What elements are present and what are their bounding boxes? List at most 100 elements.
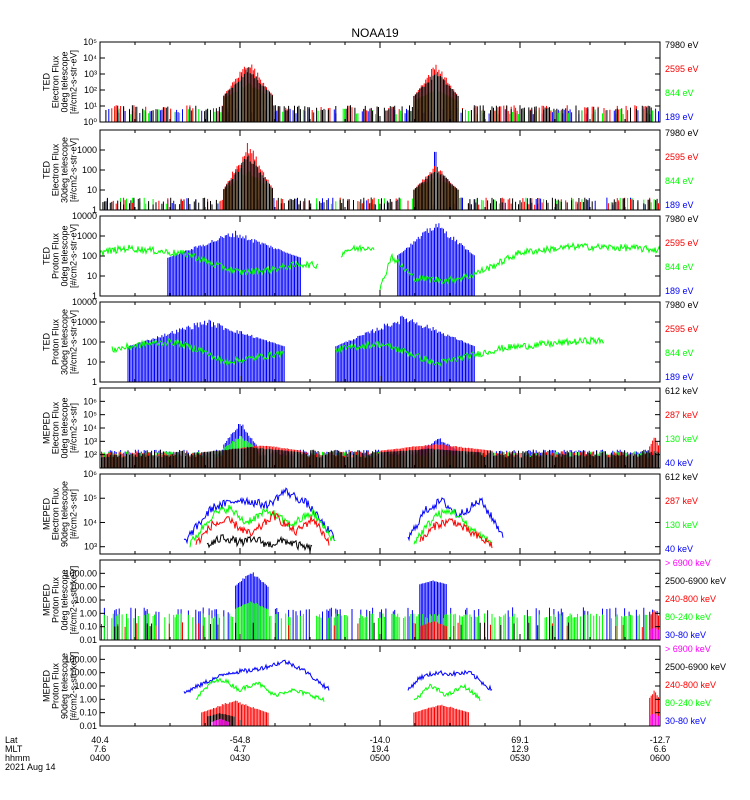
footer-value: 0430 xyxy=(230,753,250,763)
legend-entry: 287 keV xyxy=(665,410,698,420)
y-tick-label: 1 xyxy=(92,291,97,301)
panel-data xyxy=(100,223,660,296)
y-tick-label: 1000 xyxy=(77,317,97,327)
y-axis-label: MEPEDProton Flux0deg telescope[#/cm2-s-s… xyxy=(42,566,79,635)
y-tick-label: 0.10 xyxy=(79,622,97,632)
series--6900-kev xyxy=(211,713,659,726)
footer-row-label: Lat xyxy=(5,735,18,745)
legend-entry: 240-800 keV xyxy=(665,680,716,690)
y-axis-label-line: Electron Flux xyxy=(51,401,61,454)
y-axis-label-line: TED xyxy=(42,72,52,91)
legend-entry: 80-240 keV xyxy=(665,698,711,708)
legend-entry: > 6900 keV xyxy=(665,644,711,654)
legend-entry: 2500-6900 keV xyxy=(665,662,726,672)
y-tick-label: 10.00 xyxy=(74,595,97,605)
y-axis-label-line: MEPED xyxy=(42,670,52,703)
y-tick-label: 1000 xyxy=(77,231,97,241)
footer-value: -54.8 xyxy=(230,735,251,745)
footer-value: 12.9 xyxy=(511,744,529,754)
y-axis-label-line: 0deg telescope xyxy=(60,569,70,630)
legend-entry: 189 eV xyxy=(665,200,694,210)
y-axis-label-line: TED xyxy=(42,332,52,351)
y-axis-label-line: [#/cm2-s-str-eV] xyxy=(69,224,79,288)
y-tick-label: 10³ xyxy=(84,69,97,79)
y-tick-label: 100.00 xyxy=(69,582,97,592)
y-axis-label-line: [#/cm2-s-str-keV] xyxy=(69,652,79,721)
y-axis-label: TEDProton Flux30deg telescope[#/cm2-s-st… xyxy=(42,309,79,375)
y-axis-label-line: 30deg telescope xyxy=(60,309,70,375)
series-844-ev xyxy=(111,336,605,367)
legend-entry: 189 eV xyxy=(665,372,694,382)
panel-6: 10³ 10⁴ 10⁵ 10⁶ MEPEDElectron Flux90deg tele… xyxy=(42,469,698,555)
legend-entry: 612 keV xyxy=(665,386,698,396)
y-tick-label: 10 xyxy=(87,185,97,195)
chart-title: NOAA19 xyxy=(351,26,399,40)
legend-entry: 40 keV xyxy=(665,458,693,468)
legend-entry: 7980 eV xyxy=(665,300,699,310)
y-axis-label-line: 0deg telescope xyxy=(60,397,70,458)
legend-entry: 287 keV xyxy=(665,496,698,506)
legend-entry: 189 eV xyxy=(665,112,694,122)
y-tick-label: 10⁵ xyxy=(83,493,97,503)
y-axis-label: MEPEDElectron Flux0deg telescope[#/cm2-s… xyxy=(42,397,79,458)
y-axis-label: MEPEDElectron Flux90deg telescope[#/cm2-… xyxy=(42,481,79,547)
y-axis-label-line: MEPED xyxy=(42,498,52,531)
footer-value: 0400 xyxy=(90,753,110,763)
legend-entry: 130 keV xyxy=(665,434,698,444)
y-tick-label: 100.00 xyxy=(69,668,97,678)
y-tick-label: 10⁶ xyxy=(83,469,97,479)
legend-entry: 844 eV xyxy=(665,348,694,358)
series-130-kev xyxy=(189,504,493,548)
panel-frame xyxy=(99,645,661,727)
y-axis-label-line: Proton Flux xyxy=(51,318,61,365)
footer-value: 0600 xyxy=(650,753,670,763)
panel-data xyxy=(111,315,605,382)
footer-value: 69.1 xyxy=(511,735,529,745)
panel-frame xyxy=(99,129,661,211)
series-30-80-kev xyxy=(183,659,493,695)
footer: Lat 40.4 -54.8 -14.0 69.1 -12.7 MLT 7.6 4.7 19.4 1… xyxy=(5,735,670,772)
y-tick-label: 10 xyxy=(87,357,97,367)
panel-7: 0.010.101.0010.00100.001000.00MEPEDProto… xyxy=(42,558,727,645)
y-tick-label: 0.10 xyxy=(79,708,97,718)
y-tick-label: 10⁴ xyxy=(83,53,97,63)
y-tick-label: 1.00 xyxy=(79,694,97,704)
y-axis-label-line: MEPED xyxy=(42,584,52,617)
y-axis-label-line: Proton Flux xyxy=(51,662,61,709)
y-tick-label: 1000.00 xyxy=(64,568,97,578)
y-tick-label: 0.01 xyxy=(79,721,97,731)
legend-entry: 7980 eV xyxy=(665,214,699,224)
y-tick-label: 10⁴ xyxy=(83,517,97,527)
series-40-kev xyxy=(183,487,504,545)
panel-data xyxy=(100,64,659,122)
legend-entry: 240-800 keV xyxy=(665,594,716,604)
panel-data xyxy=(183,659,659,726)
y-axis-label-line: [#/cm2-s-str] xyxy=(69,403,79,453)
y-axis-label: TEDProton Flux0deg telescope[#/cm2-s-str… xyxy=(42,224,79,288)
y-tick-label: 1000 xyxy=(77,145,97,155)
series-2500-6900-kev xyxy=(114,622,570,640)
y-tick-label: 10 xyxy=(87,271,97,281)
y-tick-label: 10³ xyxy=(84,436,97,446)
y-tick-label: 10000 xyxy=(72,297,97,307)
y-axis-label-line: 0deg telescope xyxy=(60,51,70,112)
panel-data xyxy=(101,572,659,640)
legend-entry: 40 keV xyxy=(665,544,693,554)
y-tick-label: 100 xyxy=(82,251,97,261)
legend-entry: 2595 eV xyxy=(665,64,699,74)
y-axis-label-line: [#/cm2-s-str-eV] xyxy=(69,50,79,114)
y-tick-label: 10² xyxy=(84,450,97,460)
series-7980-ev xyxy=(102,155,658,210)
legend-entry: 189 eV xyxy=(665,286,694,296)
y-axis-label-line: Proton Flux xyxy=(51,232,61,279)
y-axis-label-line: 90deg telescope xyxy=(60,481,70,547)
series--6900-kev xyxy=(649,627,659,640)
y-tick-label: 10⁶ xyxy=(83,396,97,406)
panel-1: 10⁰ 10¹ 10² 10³ 10⁴ 10⁵ TEDElectron Flux0deg t… xyxy=(42,37,699,127)
y-tick-label: 100 xyxy=(82,165,97,175)
legend-entry: 2595 eV xyxy=(665,152,699,162)
panel-4: 1 10 100 1000 10000 TEDProton Flux30deg teles… xyxy=(42,297,699,387)
y-tick-label: 1.00 xyxy=(79,608,97,618)
footer-value: 4.7 xyxy=(234,744,247,754)
y-axis-label-line: MEPED xyxy=(42,412,52,445)
